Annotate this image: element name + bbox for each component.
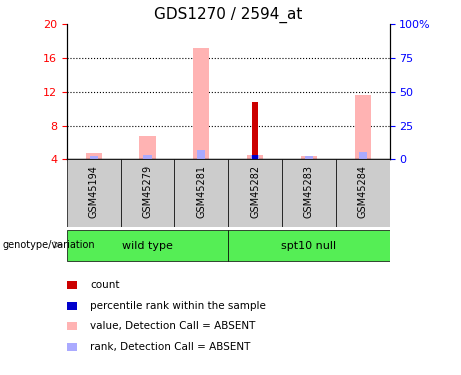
Bar (355, 95, 371, 159)
Bar (139, 136, 155, 159)
FancyBboxPatch shape (336, 159, 390, 227)
FancyBboxPatch shape (228, 230, 390, 261)
Bar (143, 155, 152, 159)
Text: GSM45279: GSM45279 (142, 165, 153, 218)
Text: GSM45281: GSM45281 (196, 165, 207, 218)
Bar (247, 155, 263, 159)
Text: GSM45194: GSM45194 (89, 165, 99, 218)
Bar (86, 153, 102, 159)
Text: genotype/variation: genotype/variation (2, 240, 95, 250)
Bar (251, 155, 259, 159)
Text: GSM45282: GSM45282 (250, 165, 260, 218)
Bar (90, 156, 98, 159)
FancyBboxPatch shape (67, 230, 228, 261)
Text: percentile rank within the sample: percentile rank within the sample (90, 301, 266, 310)
FancyBboxPatch shape (174, 159, 228, 227)
FancyBboxPatch shape (228, 159, 282, 227)
Text: GSM45283: GSM45283 (304, 165, 314, 218)
Bar (359, 152, 366, 159)
Bar (252, 155, 258, 159)
Bar (301, 156, 317, 159)
FancyBboxPatch shape (121, 159, 174, 227)
Bar (305, 156, 313, 159)
Text: spt10 null: spt10 null (281, 241, 337, 250)
Text: count: count (90, 280, 119, 290)
Text: GSM45284: GSM45284 (358, 165, 368, 218)
Bar (197, 150, 205, 159)
Text: value, Detection Call = ABSENT: value, Detection Call = ABSENT (90, 321, 255, 331)
Title: GDS1270 / 2594_at: GDS1270 / 2594_at (154, 7, 302, 23)
Bar (193, 48, 209, 159)
Bar (252, 102, 258, 159)
FancyBboxPatch shape (67, 159, 121, 227)
Text: rank, Detection Call = ABSENT: rank, Detection Call = ABSENT (90, 342, 250, 352)
FancyBboxPatch shape (282, 159, 336, 227)
Text: wild type: wild type (122, 241, 173, 250)
